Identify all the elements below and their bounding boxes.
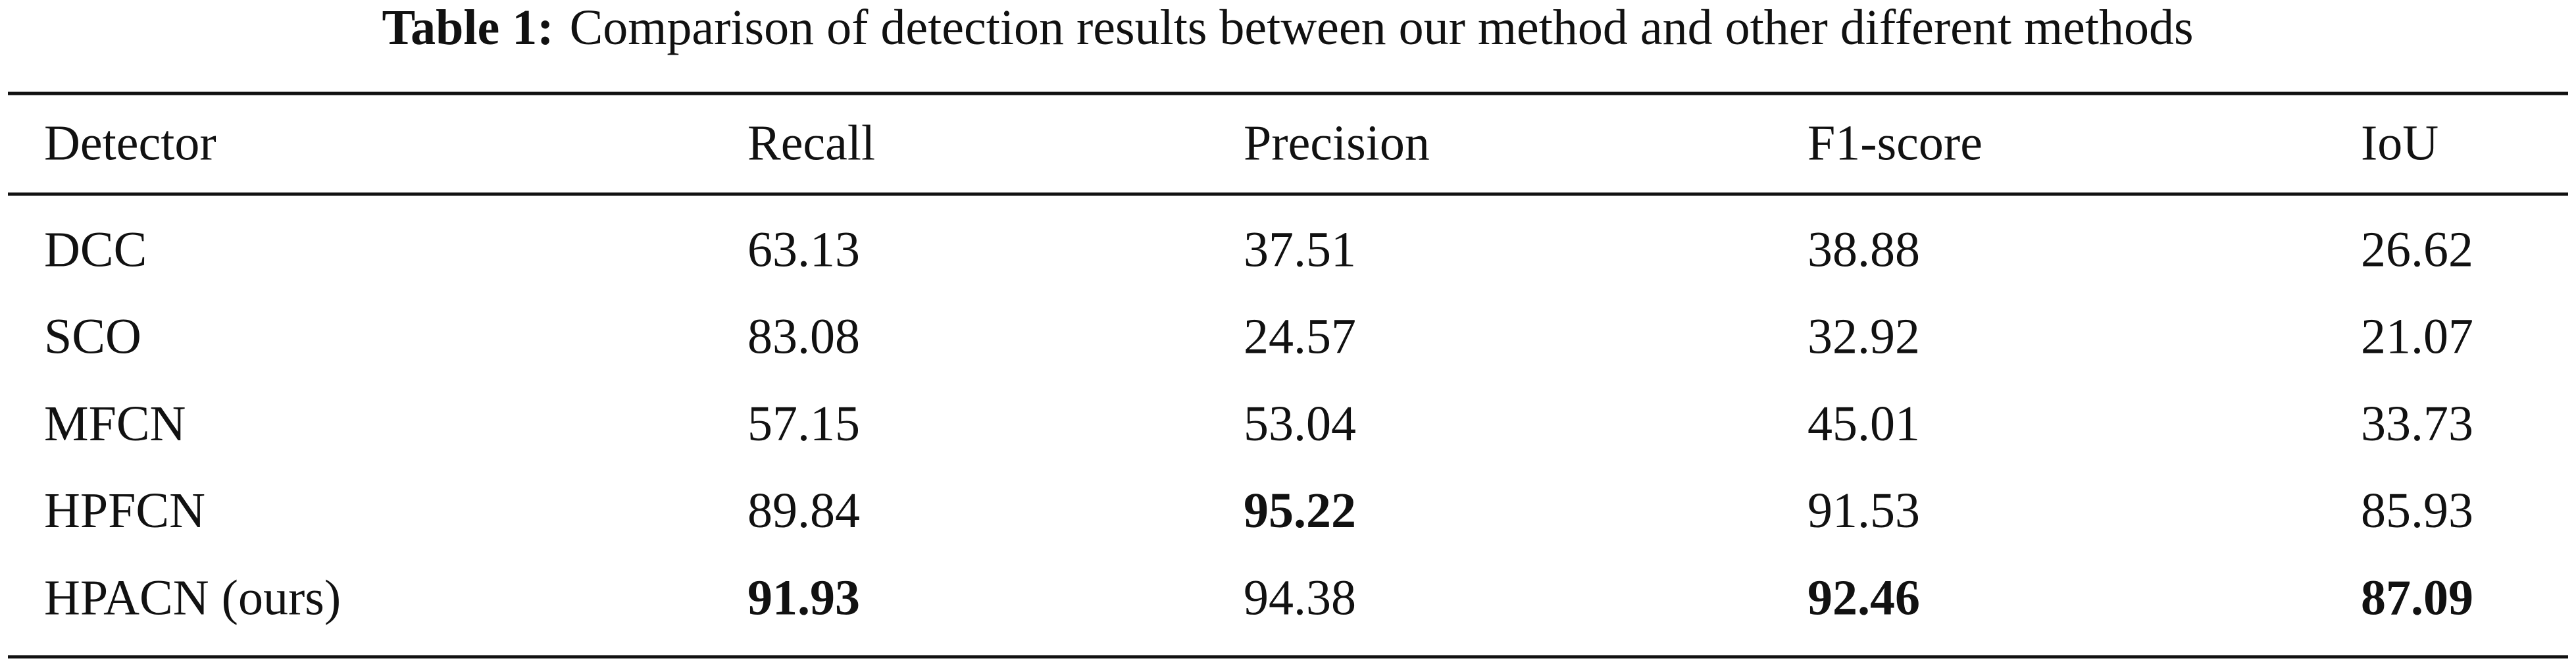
header-cell: Precision [1244,115,1430,170]
header-cell: Detector [44,115,216,170]
cell: 95.22 [1244,483,1356,538]
cell: 91.93 [747,570,860,625]
cell: 24.57 [1244,309,1356,365]
row-label: HPACN (ours) [44,570,341,625]
cell: 21.07 [2361,309,2473,365]
cell: 32.92 [1807,309,1920,365]
cell: 92.46 [1807,570,1920,625]
row-label: SCO [44,309,141,365]
header-cell: IoU [2361,115,2438,170]
cell: 57.15 [747,396,860,451]
caption-label: Table 1: [382,0,553,55]
cell: 87.09 [2361,570,2473,625]
cell: 26.62 [2361,222,2473,277]
cell: 33.73 [2361,396,2473,451]
header-cell: Recall [747,115,875,170]
row-label: MFCN [44,396,186,451]
cell: 85.93 [2361,483,2473,538]
row-label: HPFCN [44,483,205,538]
row-label: DCC [44,222,147,277]
cell: 37.51 [1244,222,1356,277]
cell: 94.38 [1244,570,1356,625]
cell: 83.08 [747,309,860,365]
caption: Table 1: Comparison of detection results … [382,0,2193,55]
cell: 45.01 [1807,396,1920,451]
caption-text: Comparison of detection results between … [570,0,2194,55]
cell: 38.88 [1807,222,1920,277]
cell: 63.13 [747,222,860,277]
cell: 89.84 [747,483,860,538]
cell: 91.53 [1807,483,1920,538]
header-cell: F1-score [1807,115,1983,170]
cell: 53.04 [1244,396,1356,451]
